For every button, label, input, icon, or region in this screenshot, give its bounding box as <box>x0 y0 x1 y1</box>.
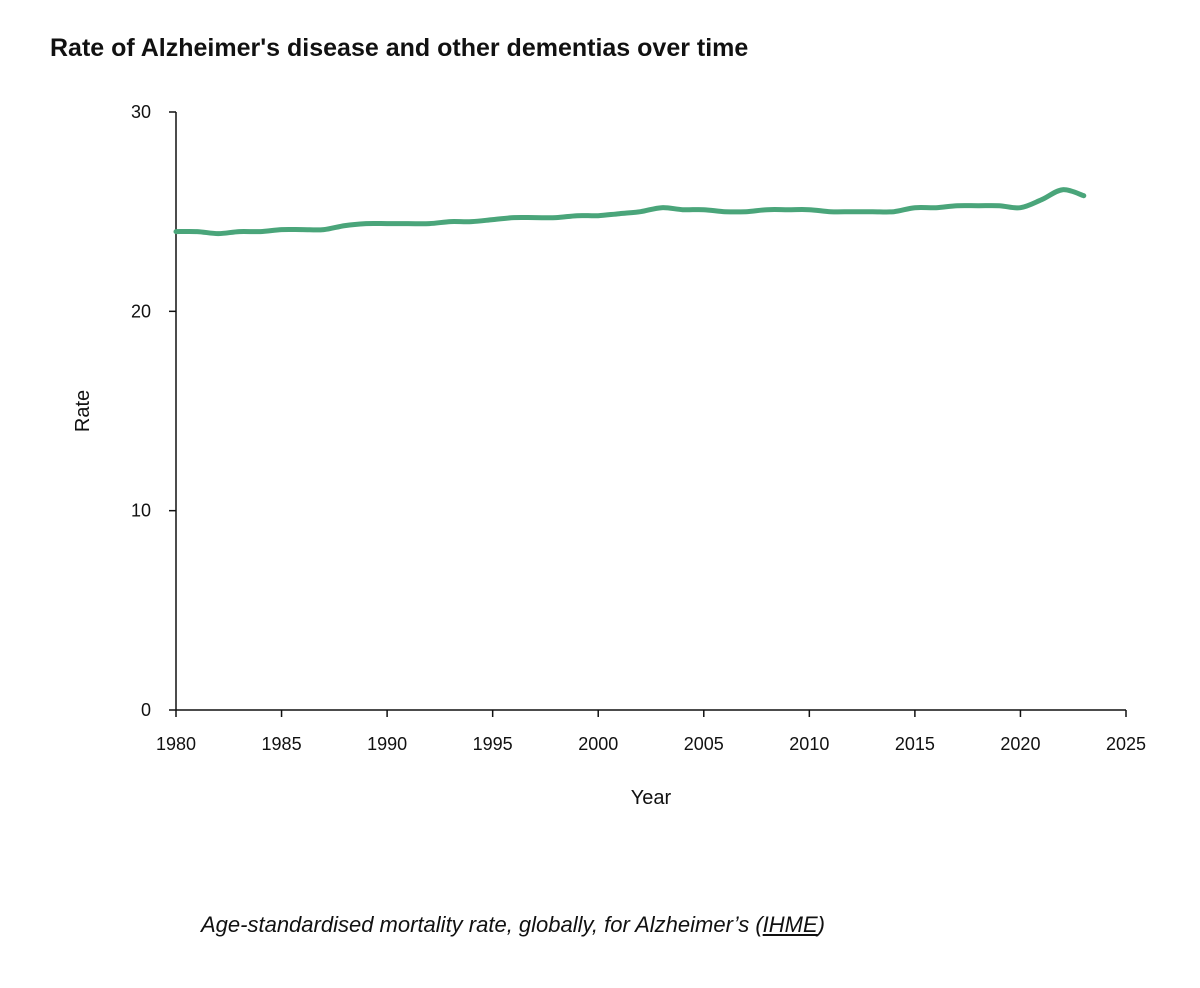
y-tick-label: 20 <box>131 301 151 321</box>
x-tick-label: 2020 <box>1000 734 1040 754</box>
series-line <box>173 187 1087 237</box>
y-tick-label: 0 <box>141 700 151 720</box>
x-tick-label: 2010 <box>789 734 829 754</box>
y-tick-label: 30 <box>131 102 151 122</box>
y-axis-ticks: 0 10 20 30 <box>131 102 176 720</box>
x-tick-label: 2005 <box>684 734 724 754</box>
chart-title: Rate of Alzheimer's disease and other de… <box>50 34 749 62</box>
x-tick-label: 2015 <box>895 734 935 754</box>
x-tick-label: 1990 <box>367 734 407 754</box>
chart-caption: Age-standardised mortality rate, globall… <box>201 912 825 938</box>
x-tick-label: 2000 <box>578 734 618 754</box>
caption-close: ) <box>817 912 825 937</box>
x-axis-ticks: 1980 1985 1990 1995 2000 2005 2010 2015 2020 2025 <box>156 710 1146 754</box>
x-tick-label: 1985 <box>262 734 302 754</box>
x-tick-label: 2025 <box>1106 734 1146 754</box>
x-axis-title: Year <box>631 787 672 809</box>
y-axis-title: Rate <box>72 390 94 432</box>
y-tick-label: 10 <box>131 501 151 521</box>
source-link[interactable]: IHME <box>762 912 818 937</box>
x-tick-label: 1980 <box>156 734 196 754</box>
caption-text: Age-standardised mortality rate, globall… <box>201 912 763 937</box>
x-tick-label: 1995 <box>473 734 513 754</box>
